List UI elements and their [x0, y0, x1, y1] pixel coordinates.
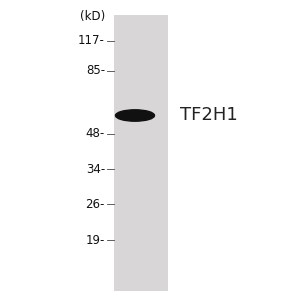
- Text: 48-: 48-: [86, 127, 105, 140]
- Text: 26-: 26-: [85, 197, 105, 211]
- Text: 19-: 19-: [85, 233, 105, 247]
- Text: (kD): (kD): [80, 10, 105, 23]
- Text: TF2H1: TF2H1: [180, 106, 238, 124]
- Text: 34-: 34-: [86, 163, 105, 176]
- Ellipse shape: [116, 110, 154, 121]
- Text: 85-: 85-: [86, 64, 105, 77]
- Bar: [114, 15, 168, 291]
- Text: 117-: 117-: [78, 34, 105, 47]
